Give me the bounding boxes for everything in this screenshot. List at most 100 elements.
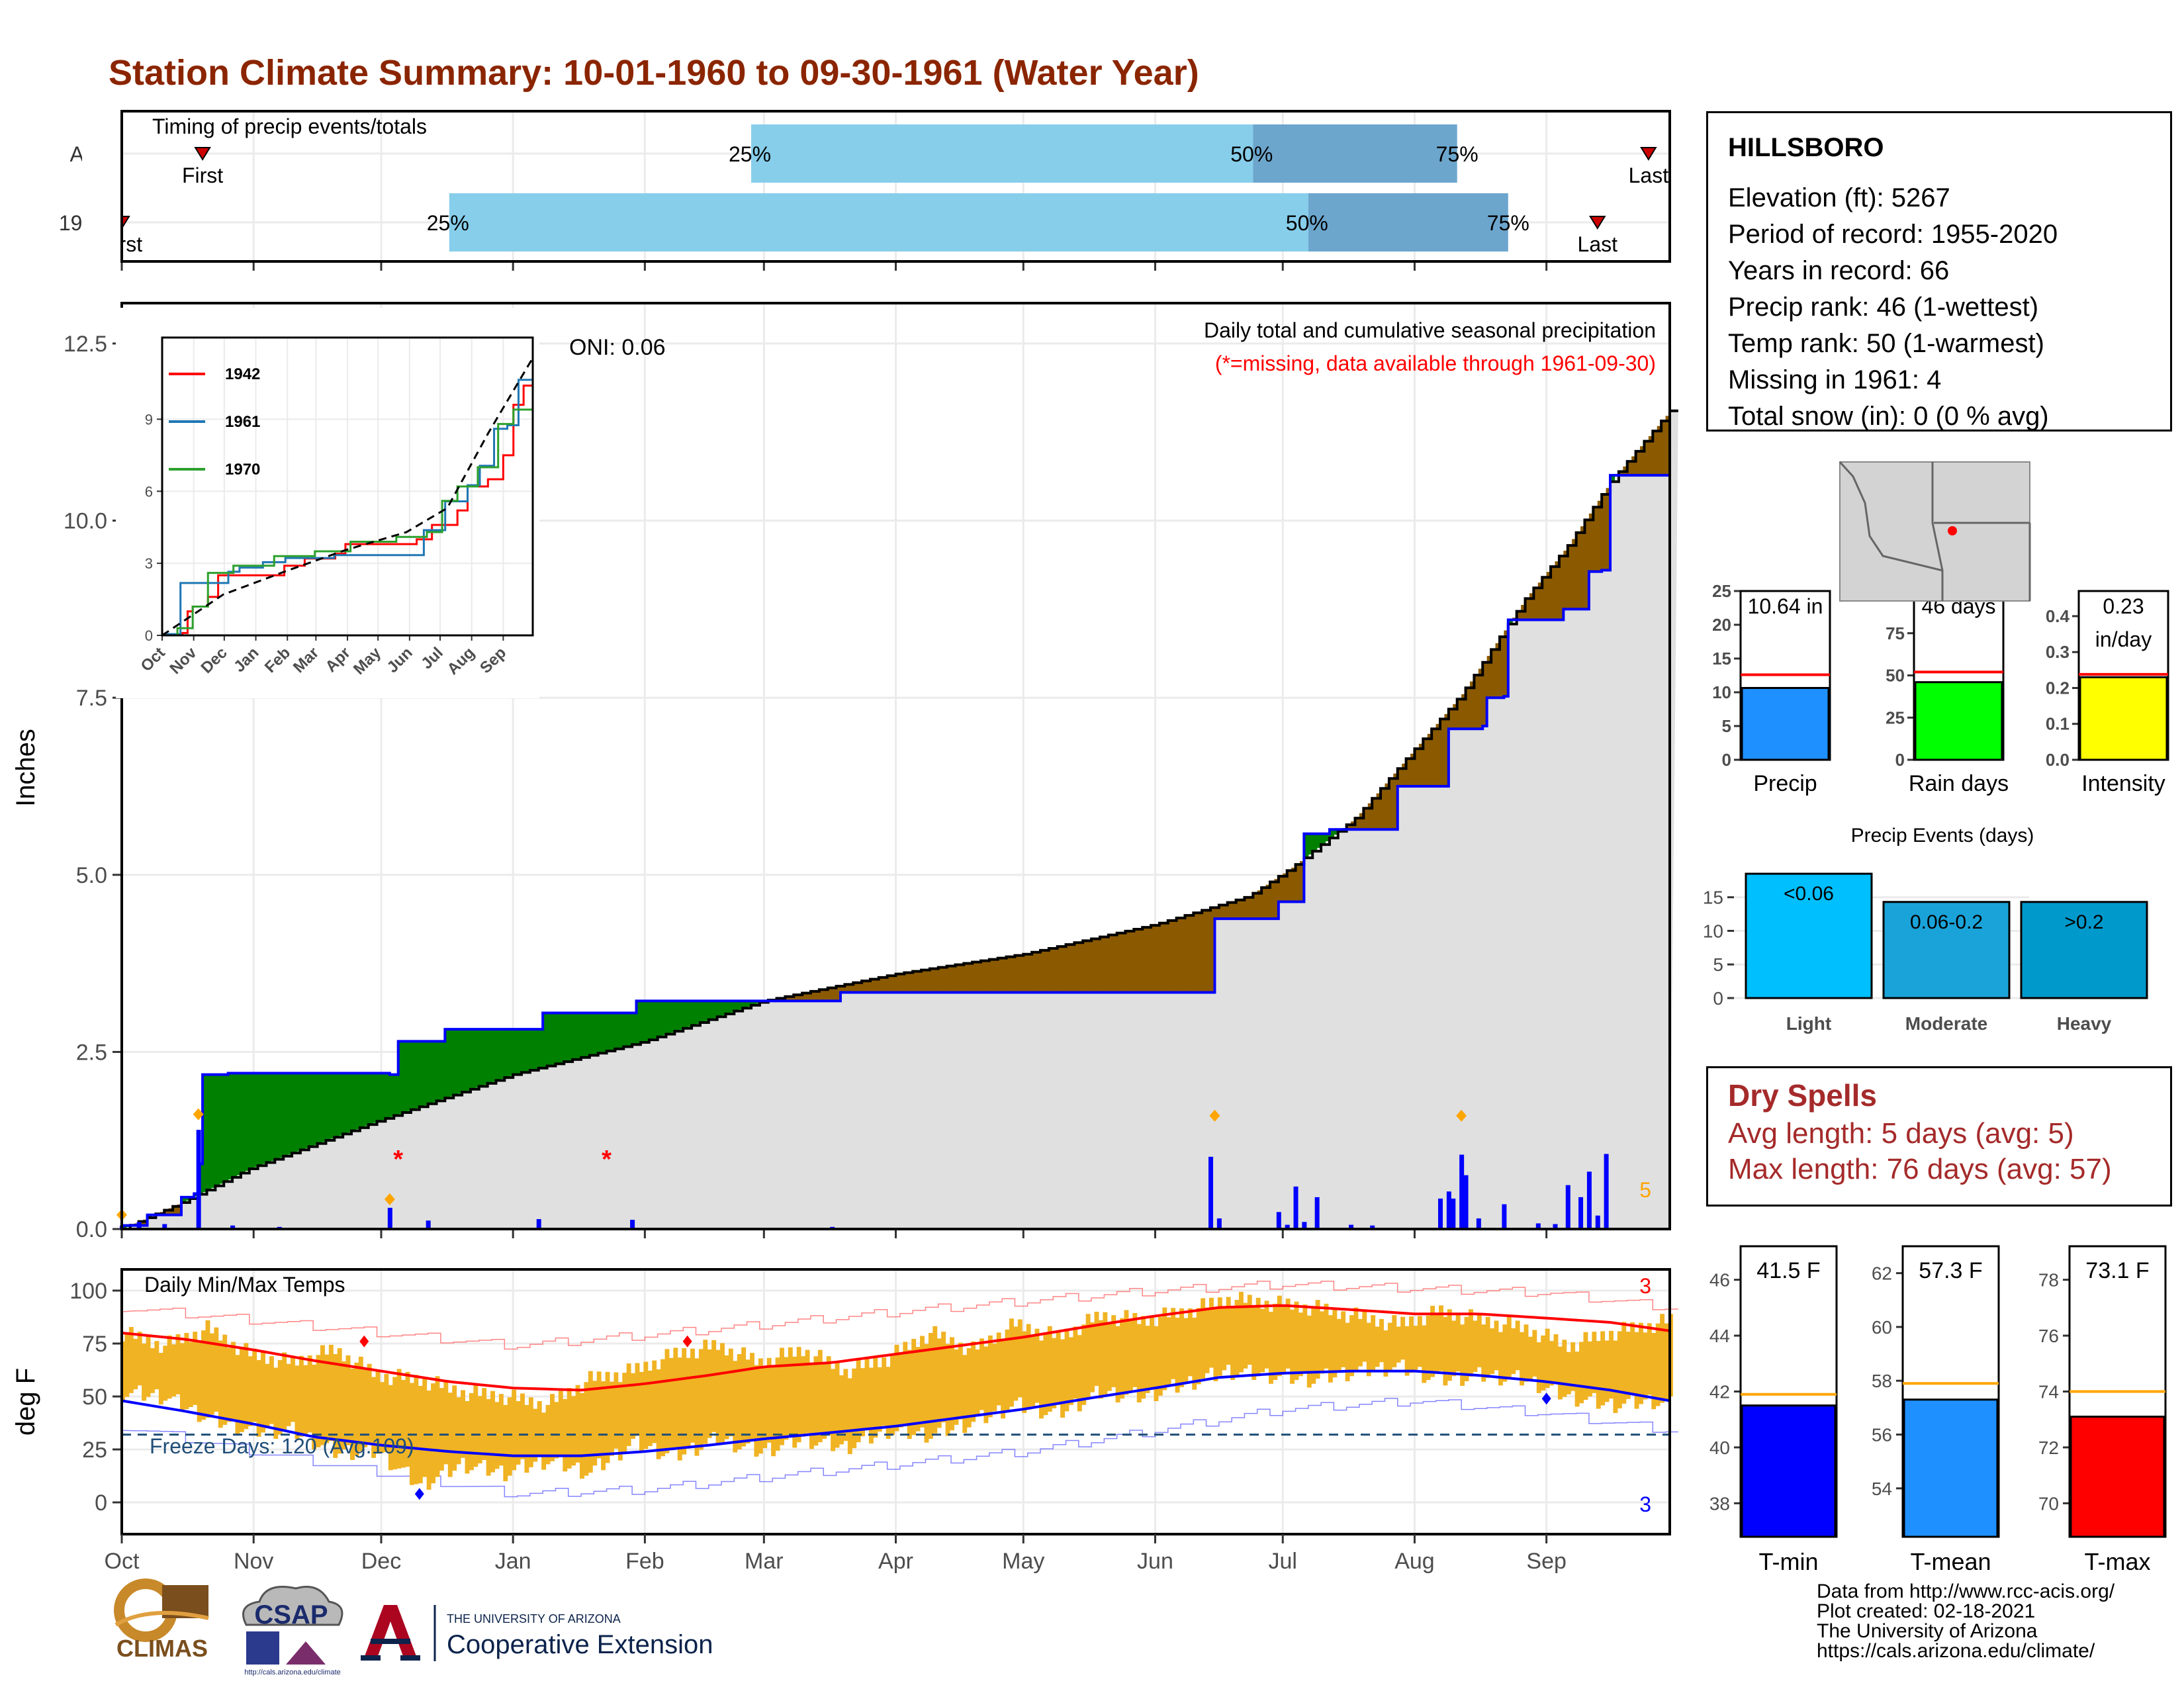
anomaly-band [632, 1013, 637, 1045]
anomaly-band [300, 1074, 305, 1150]
anomaly-band [488, 1029, 492, 1083]
precip-events-y-tick-label: 15 [1703, 888, 1723, 908]
anomaly-band [1058, 946, 1062, 992]
anomaly-band [1496, 643, 1500, 698]
daily-temp-bar [652, 1361, 657, 1443]
anomaly-band [207, 1075, 212, 1190]
daily-temp-bar [1600, 1331, 1605, 1405]
daily-temp-bar [899, 1353, 903, 1428]
temp-y-tick-label: 50 [82, 1385, 107, 1410]
anomaly-band [492, 1029, 496, 1082]
quartile-label-50: 50% [1286, 211, 1328, 235]
daily-temp-bar [278, 1360, 283, 1435]
daily-temp-bar [682, 1348, 686, 1455]
daily-temp-bar [1486, 1317, 1490, 1378]
anomaly-band [1070, 944, 1075, 993]
anomaly-band [551, 1013, 556, 1066]
daily-temp-bar [780, 1348, 784, 1445]
anomaly-band [407, 1041, 412, 1111]
anomaly-band [972, 962, 977, 993]
anomaly-band [653, 1001, 658, 1038]
precip-events-bar-label: 0.06-0.2 [1910, 911, 1983, 933]
temp-y-tick-label: 100 [69, 1279, 107, 1304]
tbar-y-tick-label: 70 [2038, 1493, 2059, 1514]
daily-temp-bar [554, 1402, 559, 1458]
anomaly-band [441, 1041, 445, 1099]
anomaly-band [989, 960, 994, 993]
daily-temp-bar [950, 1337, 954, 1430]
tbar-y-tick-label: 62 [1872, 1263, 1892, 1284]
anomaly-band [930, 969, 934, 993]
daily-temp-bar [1447, 1309, 1452, 1381]
anomaly-band [394, 1075, 398, 1116]
daily-temp-bar [762, 1367, 767, 1448]
daily-temp-bar [1405, 1326, 1410, 1376]
anomaly-band [241, 1074, 246, 1173]
daily-temp-bar [1609, 1331, 1614, 1398]
daily-temp-bar [240, 1349, 244, 1432]
daily-precip-bar [1566, 1185, 1570, 1229]
daily-temp-bar [873, 1358, 878, 1438]
dry-spells-box: Dry Spells Avg length: 5 days (avg: 5) M… [1706, 1066, 2172, 1207]
anomaly-band [347, 1074, 352, 1133]
summary-y-tick-label: 0.0 [2046, 750, 2070, 770]
daily-temp-bar [261, 1352, 265, 1432]
quartile-bar-25-50 [449, 193, 1308, 251]
anomaly-band [402, 1041, 407, 1113]
credit-line: Plot created: 02-18-2021 [1817, 1602, 2115, 1622]
anomaly-band [1138, 929, 1143, 993]
daily-temp-bar [1341, 1311, 1345, 1367]
anomaly-band [909, 972, 913, 993]
daily-precip-bar [388, 1208, 392, 1229]
daily-temp-bar [1494, 1320, 1499, 1370]
daily-temp-bar [329, 1345, 334, 1441]
anomaly-band [572, 1013, 577, 1060]
tbar-y-tick-label: 72 [2038, 1438, 2059, 1458]
daily-temp-bar [176, 1334, 181, 1394]
daily-temp-bar [482, 1388, 486, 1460]
daily-temp-bar [1375, 1326, 1380, 1367]
summary-y-tick-label: 50 [1886, 666, 1905, 686]
tbar-y-tick-label: 54 [1872, 1479, 1892, 1499]
precip-y-axis-title: Inches [11, 729, 40, 807]
daily-temp-bar [1302, 1304, 1307, 1372]
daily-temp-bar [1192, 1318, 1197, 1390]
anomaly-band [1572, 539, 1576, 609]
daily-temp-bar [958, 1343, 963, 1420]
tbar-value-bar [1742, 1406, 1835, 1537]
daily-temp-bar [1316, 1300, 1320, 1379]
daily-temp-bar [937, 1338, 942, 1428]
quartile-bar-25-50 [751, 124, 1253, 183]
daily-temp-bar [189, 1342, 193, 1407]
anomaly-band [619, 1013, 624, 1048]
daily-temp-bar [163, 1346, 167, 1400]
daily-temp-bar [541, 1412, 546, 1469]
summary-value-label: 0.23 [2103, 594, 2144, 618]
anomaly-band [534, 1029, 539, 1069]
daily-temp-bar [1422, 1325, 1426, 1383]
daily-temp-bar [1456, 1313, 1461, 1371]
daily-temp-bar [618, 1382, 623, 1460]
daily-precip-bar [537, 1219, 541, 1229]
anomaly-band [1083, 940, 1087, 992]
anomaly-band [313, 1074, 318, 1146]
temp-y-tick-label: 75 [82, 1332, 107, 1357]
daily-temp-bar [988, 1336, 993, 1418]
anomaly-band [942, 967, 947, 993]
anomaly-band [258, 1074, 263, 1166]
daily-temp-bar [592, 1381, 597, 1465]
summary-value-bar [1915, 682, 2002, 760]
daily-temp-bar [1116, 1326, 1120, 1402]
anomaly-band [411, 1041, 416, 1109]
daily-temp-bar [171, 1344, 176, 1396]
daily-temp-bar [201, 1330, 206, 1420]
anomaly-band [504, 1029, 509, 1077]
daily-temp-bar [1043, 1334, 1048, 1416]
temp-y-tick-label: 25 [82, 1438, 107, 1463]
anomaly-band [271, 1074, 275, 1162]
daily-precip-bar [1294, 1187, 1298, 1229]
daily-temp-bar [865, 1358, 870, 1430]
anomaly-band [560, 1013, 565, 1063]
daily-temp-bar [801, 1356, 805, 1437]
daily-temp-bar [291, 1356, 295, 1422]
